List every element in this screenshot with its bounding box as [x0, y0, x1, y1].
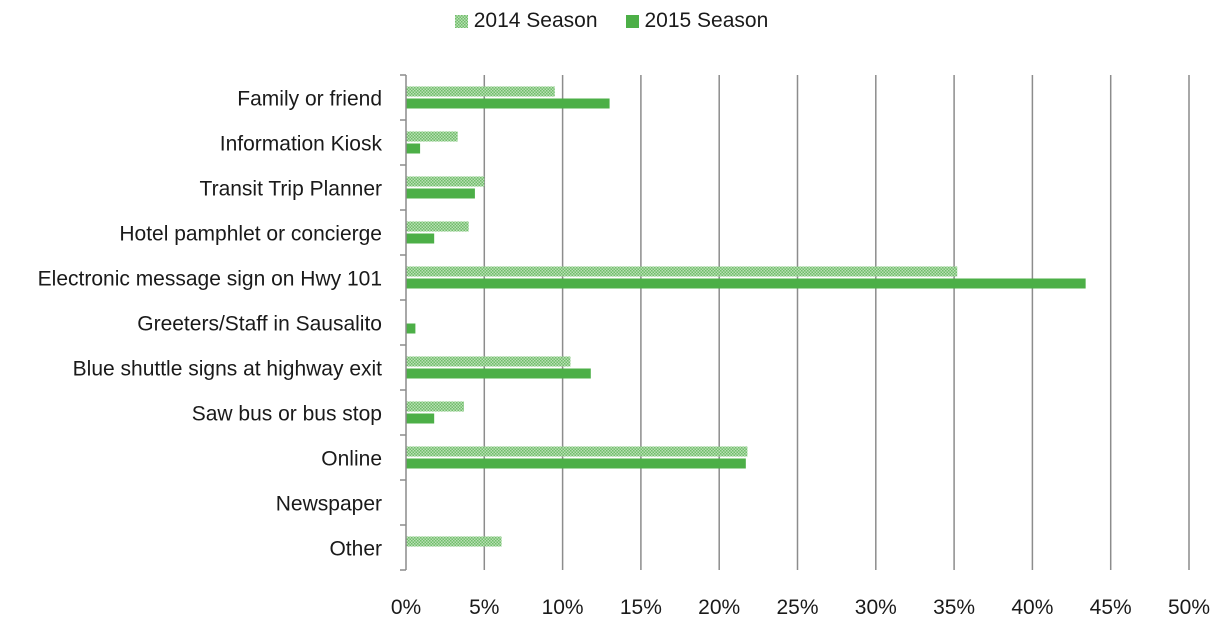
bar-2014 — [406, 401, 464, 412]
category-label: Saw bus or bus stop — [192, 403, 382, 426]
legend-label-2015: 2015 Season — [644, 9, 769, 32]
bar-2014 — [406, 221, 469, 232]
legend-label-2014: 2014 Season — [473, 9, 598, 32]
category-label: Blue shuttle signs at highway exit — [73, 358, 383, 381]
bar-2015 — [406, 278, 1086, 289]
x-tick-label: 10% — [542, 596, 584, 618]
bar-2014 — [406, 131, 458, 142]
legend-item-2014: 2014 Season — [454, 9, 598, 33]
bar-2015 — [406, 188, 475, 199]
category-label: Family or friend — [237, 88, 382, 111]
x-tick-label: 45% — [1090, 596, 1132, 618]
category-label: Transit Trip Planner — [200, 178, 382, 201]
chart-legend: 2014 Season 2015 Season — [0, 8, 1223, 34]
category-label: Newspaper — [276, 493, 382, 516]
bars — [406, 86, 1086, 547]
bar-2014 — [406, 86, 555, 97]
bar-2015 — [406, 368, 591, 379]
bar-2014 — [406, 356, 571, 367]
category-label: Greeters/Staff in Sausalito — [137, 313, 382, 336]
x-tick-label: 25% — [776, 596, 818, 618]
x-tick-label: 15% — [620, 596, 662, 618]
legend-swatch-2015 — [625, 14, 639, 28]
bar-2015 — [406, 458, 746, 469]
legend-item-2015: 2015 Season — [625, 9, 769, 33]
category-label: Other — [329, 538, 382, 561]
category-label: Information Kiosk — [220, 133, 383, 156]
x-tick-label: 30% — [855, 596, 897, 618]
bar-2014 — [406, 536, 502, 547]
bar-2015 — [406, 143, 421, 154]
x-tick-label: 50% — [1168, 596, 1210, 618]
category-label: Electronic message sign on Hwy 101 — [38, 268, 382, 291]
category-label: Online — [321, 448, 382, 471]
category-label: Hotel pamphlet or concierge — [119, 223, 382, 246]
bar-2015 — [406, 323, 416, 334]
bar-2015 — [406, 413, 435, 424]
bar-2014 — [406, 176, 485, 187]
x-tick-label: 0% — [391, 596, 421, 618]
x-tick-label: 40% — [1011, 596, 1053, 618]
axes: 0% 5% 10% 15% 20% 25% 30% 35% 40% 45% 50% Family or… — [38, 74, 1210, 618]
bar-2015 — [406, 233, 435, 244]
x-tick-label: 35% — [933, 596, 975, 618]
bar-2015 — [406, 98, 610, 109]
legend-swatch-2014 — [454, 14, 468, 28]
x-tick-label: 20% — [698, 596, 740, 618]
x-tick-label: 5% — [469, 596, 499, 618]
bar-2014 — [406, 266, 958, 277]
bar-2014 — [406, 446, 748, 457]
gridlines — [483, 75, 1190, 570]
